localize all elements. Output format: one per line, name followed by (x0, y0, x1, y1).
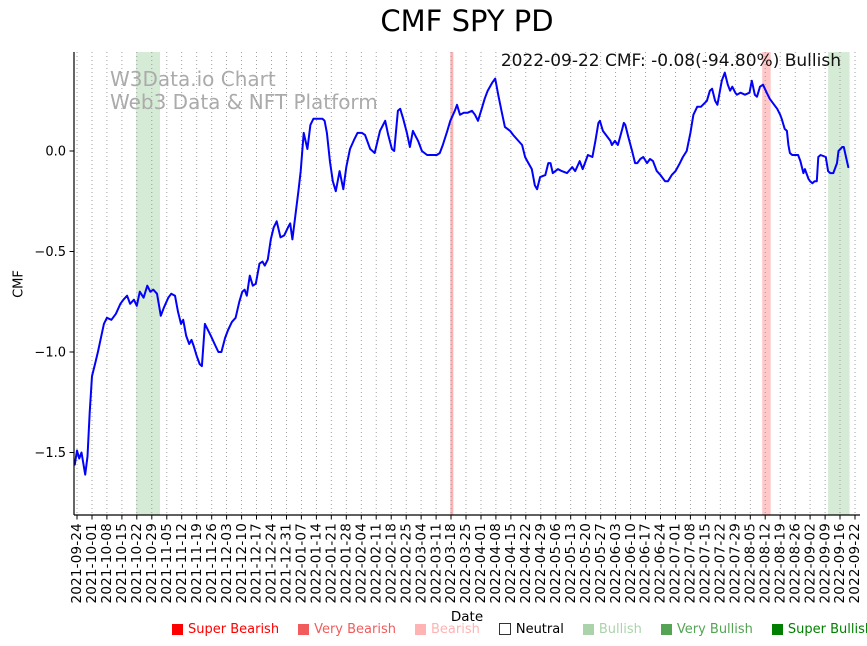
legend-swatch-icon (498, 623, 511, 635)
legend-item-bearish: Bearish (414, 621, 480, 637)
x-tick-label: 2021-11-26 (204, 523, 220, 603)
signal-band-bullish (828, 52, 850, 515)
signal-band-bullish (136, 52, 160, 515)
x-tick-label: 2022-04-15 (503, 523, 519, 603)
x-tick-label: 2022-08-19 (772, 523, 788, 603)
x-tick-label: 2021-11-05 (159, 523, 175, 603)
x-tick-label: 2022-07-01 (668, 523, 684, 603)
x-tick-label: 2022-02-04 (354, 523, 370, 603)
x-tick-label: 2022-02-18 (383, 523, 399, 603)
x-tick-label: 2022-03-04 (413, 523, 429, 603)
x-tick-label: 2021-12-10 (234, 523, 250, 603)
legend-item-very-bearish: Very Bearish (298, 622, 396, 637)
legend-swatch-icon (660, 623, 672, 635)
x-tick-label: 2021-10-01 (84, 523, 100, 603)
x-tick-label: 2022-02-25 (398, 523, 414, 603)
x-tick-label: 2022-07-08 (683, 523, 699, 603)
y-axis-title: CMF (11, 270, 27, 298)
legend-label: Super Bearish (188, 621, 280, 637)
x-tick-label: 2021-10-22 (129, 523, 145, 603)
x-tick-label: 2021-09-24 (69, 523, 85, 603)
x-tick-label: 2022-03-18 (443, 523, 459, 603)
watermark-line1: W3Data.io Chart (110, 67, 276, 91)
x-tick-label: 2022-08-12 (757, 523, 773, 603)
x-tick-label: 2021-12-31 (279, 523, 295, 603)
x-tick-label: 2022-01-14 (309, 523, 325, 603)
signal-band-bearish (450, 52, 454, 515)
x-tick-label: 2022-02-11 (368, 523, 384, 603)
legend-label: Bearish (430, 621, 480, 637)
x-tick-label: 2022-05-13 (563, 523, 579, 603)
x-tick-label: 2022-09-16 (832, 523, 848, 603)
x-tick-label: 2022-04-29 (533, 523, 549, 603)
legend-label: Super Bullish (787, 621, 867, 637)
legend-label: Bullish (598, 621, 642, 637)
signal-band-bearish (762, 52, 771, 515)
x-tick-label: 2022-03-11 (428, 523, 444, 603)
x-tick-label: 2022-09-09 (817, 523, 833, 603)
x-tick-label: 2022-04-01 (473, 523, 489, 603)
x-tick-label: 2022-06-03 (608, 523, 624, 603)
x-tick-label: 2022-08-26 (787, 523, 803, 603)
legend: Super Bearish Very Bearish Bearish Neutral B… (172, 621, 867, 637)
x-tick-label: 2022-08-05 (743, 523, 759, 603)
x-tick-label: 2022-07-15 (698, 523, 714, 603)
x-tick-label: 2022-04-08 (488, 523, 504, 603)
chart-title: CMF SPY PD (380, 4, 554, 38)
watermark: W3Data.io Chart Web3 Data & NFT Platform (110, 67, 378, 115)
legend-label: Very Bearish (314, 621, 396, 637)
x-tick-label: 2022-07-29 (728, 523, 744, 603)
x-tick-label: 2022-05-27 (593, 523, 609, 603)
y-tick-label: −0.5 (34, 245, 66, 260)
x-tick-label: 2022-03-25 (458, 523, 474, 603)
x-tick-label: 2022-09-02 (802, 523, 818, 603)
x-tick-label: 2022-01-21 (324, 523, 340, 603)
x-tick-label: 2022-07-22 (713, 523, 729, 603)
x-tick-label: 2022-06-24 (653, 523, 669, 603)
legend-label: Neutral (515, 621, 564, 637)
y-tick-label: 0.0 (45, 145, 66, 160)
x-axis-title: Date (450, 609, 484, 625)
x-tick-label: 2021-12-17 (249, 523, 265, 603)
legend-swatch-icon (582, 623, 594, 635)
y-tick-label: −1.0 (34, 346, 66, 361)
y-tick-label: −1.5 (34, 446, 66, 461)
legend-item-neutral: Neutral (498, 621, 564, 637)
x-tick-label: 2021-10-15 (114, 523, 130, 603)
legend-item-super-bullish: Super Bullish (771, 621, 867, 637)
latest-value-annotation: 2022-09-22 CMF: -0.08(-94.80%) Bullish (500, 51, 841, 71)
legend-label: Very Bullish (676, 621, 753, 637)
legend-swatch-icon (771, 623, 783, 635)
watermark-line2: Web3 Data & NFT Platform (110, 90, 378, 115)
legend-item-very-bullish: Very Bullish (660, 621, 753, 637)
x-tick-label: 2021-11-12 (174, 523, 190, 603)
x-tick-label: 2021-11-19 (189, 523, 205, 603)
x-tick-label: 2022-05-20 (578, 523, 594, 603)
x-tick-label: 2022-04-22 (518, 523, 534, 603)
x-tick-label: 2022-01-07 (294, 523, 310, 603)
x-tick-label: 2021-10-29 (144, 523, 160, 603)
x-tick-label: 2022-06-10 (623, 523, 639, 603)
legend-swatch-icon (172, 623, 183, 635)
legend-swatch-icon (298, 623, 310, 635)
x-tick-label: 2021-12-03 (219, 523, 235, 603)
legend-item-super-bearish: Super Bearish (172, 622, 279, 637)
x-tick-label: 2022-06-17 (638, 523, 654, 603)
x-tick-label: 2022-01-28 (339, 523, 355, 603)
x-tick-label: 2021-12-24 (264, 523, 280, 603)
x-tick-label: 2022-09-22 (847, 523, 863, 603)
x-tick-label: 2021-10-08 (99, 523, 115, 603)
legend-item-bullish: Bullish (582, 621, 642, 637)
x-tick-label: 2022-05-06 (548, 523, 564, 603)
cmf-line (73, 71, 850, 476)
legend-swatch-icon (414, 623, 426, 635)
